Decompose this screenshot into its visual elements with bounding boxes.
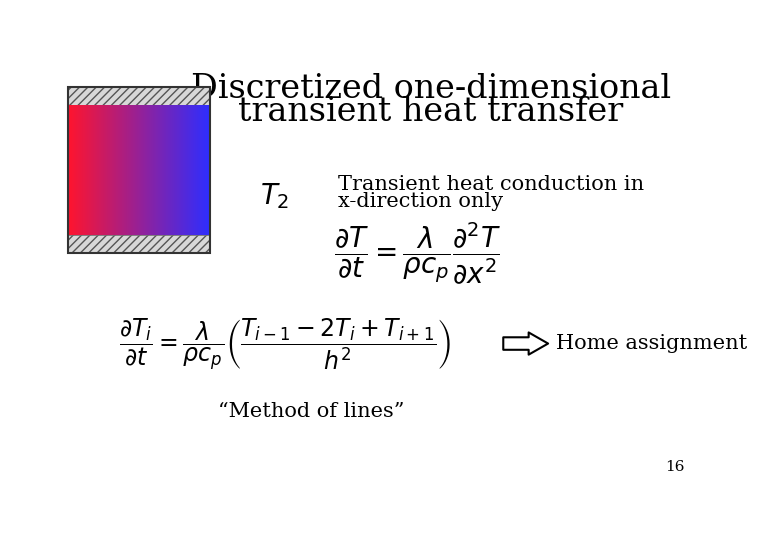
Text: $\dfrac{\partial T}{\partial t} = \dfrac{\lambda}{\rho c_p} \dfrac{\partial^2 T}: $\dfrac{\partial T}{\partial t} = \dfrac…: [334, 220, 501, 287]
Text: transient heat transfer: transient heat transfer: [238, 96, 623, 127]
Text: $T_2$: $T_2$: [260, 181, 289, 211]
Text: Discretized one-dimensional: Discretized one-dimensional: [190, 72, 671, 105]
Text: $\dfrac{\partial T_i}{\partial t} = \dfrac{\lambda}{\rho c_p} \left( \dfrac{T_{i: $\dfrac{\partial T_i}{\partial t} = \dfr…: [119, 315, 451, 372]
Text: Transient heat conduction in: Transient heat conduction in: [338, 174, 644, 194]
FancyArrowPatch shape: [503, 333, 548, 355]
Text: x-direction only: x-direction only: [338, 192, 503, 211]
Text: Home assignment: Home assignment: [556, 334, 747, 353]
Text: 16: 16: [665, 460, 685, 474]
Text: $T_1$: $T_1$: [120, 181, 150, 211]
Text: “Method of lines”: “Method of lines”: [218, 402, 404, 421]
